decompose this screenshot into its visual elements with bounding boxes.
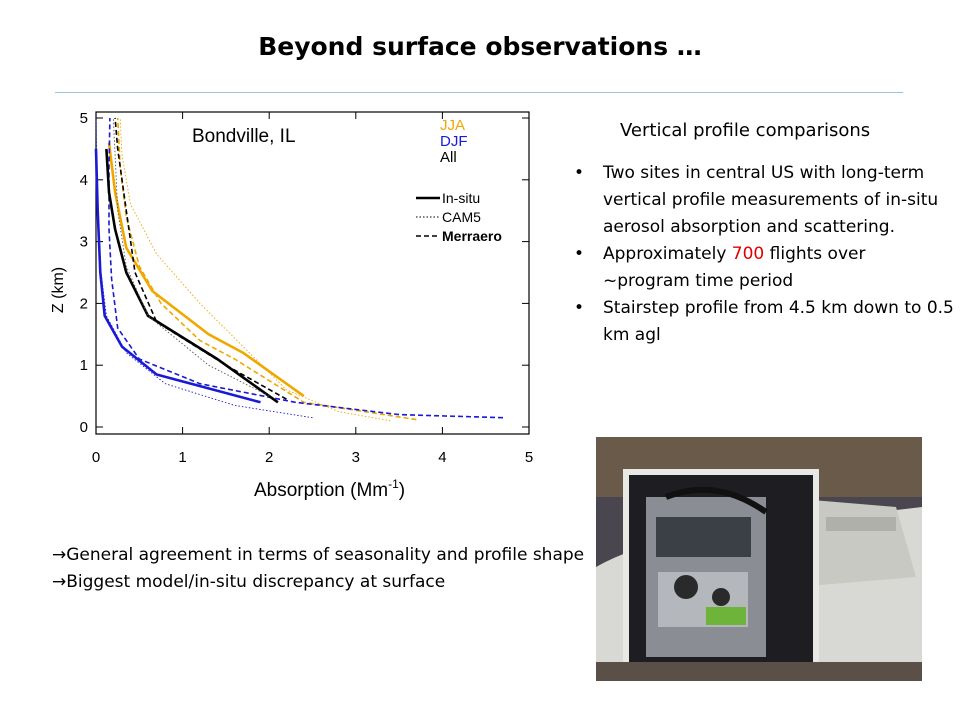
series-line-all-in-situ: [105, 148, 279, 404]
y-tick-label: 1: [80, 357, 88, 374]
bullet-item: Approximately 700 flights over ~program …: [570, 241, 955, 295]
chart-title: Bondville, IL: [192, 126, 296, 147]
x-axis-label-sup: -1: [388, 477, 399, 491]
plot-frame: [95, 111, 530, 435]
style-legend-label: CAM5: [442, 209, 481, 225]
season-legend-label: JJA: [440, 117, 465, 134]
style-legend: In-situ CAM5 Merraero: [416, 190, 502, 244]
style-legend-label: In-situ: [442, 190, 480, 206]
x-axis-label: Absorption (Mm-1): [254, 477, 405, 501]
season-legend-label: DJF: [440, 133, 468, 150]
title-divider: [55, 92, 903, 93]
highlight-number: 700: [731, 244, 765, 264]
series-line-all-merraero: [114, 117, 287, 400]
y-tick-label: 0: [80, 419, 88, 436]
x-axis-label-end: ): [399, 480, 405, 501]
x-tick-label: 3: [352, 449, 360, 466]
season-legend-label: All: [440, 149, 457, 166]
y-tick-label: 4: [80, 172, 88, 189]
note-line: →Biggest model/in-situ discrepancy at su…: [52, 572, 446, 592]
bullet-list: Two sites in central US with long-term v…: [570, 160, 955, 349]
x-tick-label: 0: [92, 449, 100, 466]
y-tick-label: 5: [80, 110, 88, 127]
axis-ticks: 0 1 2 3 4 5 0 1 2 3 4 5: [80, 110, 534, 466]
y-tick-label: 3: [80, 234, 88, 251]
x-tick-label: 1: [178, 449, 186, 466]
series-line-all-cam5: [112, 117, 270, 397]
y-tick-label: 2: [80, 295, 88, 312]
x-tick-label: 2: [265, 449, 273, 466]
style-legend-label: Merraero: [442, 228, 502, 244]
series-line-jja-merraero: [116, 117, 417, 421]
section-heading: Vertical profile comparisons: [620, 120, 871, 141]
takeaway-notes: →General agreement in terms of seasonali…: [52, 542, 584, 596]
series-layer: [94, 117, 504, 422]
aircraft-photo-image: [596, 437, 922, 681]
bullet-item: Stairstep profile from 4.5 km down to 0.…: [570, 295, 955, 349]
slide-title: Beyond surface observations …: [258, 32, 702, 61]
x-tick-label: 4: [438, 449, 446, 466]
bullet-item: Two sites in central US with long-term v…: [570, 160, 955, 241]
y-axis-label: Z (km): [50, 267, 67, 313]
series-line-jja-in-situ: [107, 142, 305, 398]
note-line: →General agreement in terms of seasonali…: [52, 545, 585, 565]
series-line-djf-in-situ: [94, 148, 261, 404]
aircraft-photo: [596, 437, 922, 681]
x-tick-label: 5: [525, 449, 533, 466]
series-line-djf-cam5: [95, 117, 313, 419]
series-line-jja-cam5: [119, 117, 391, 422]
x-axis-label-main: Absorption (Mm: [254, 480, 388, 501]
